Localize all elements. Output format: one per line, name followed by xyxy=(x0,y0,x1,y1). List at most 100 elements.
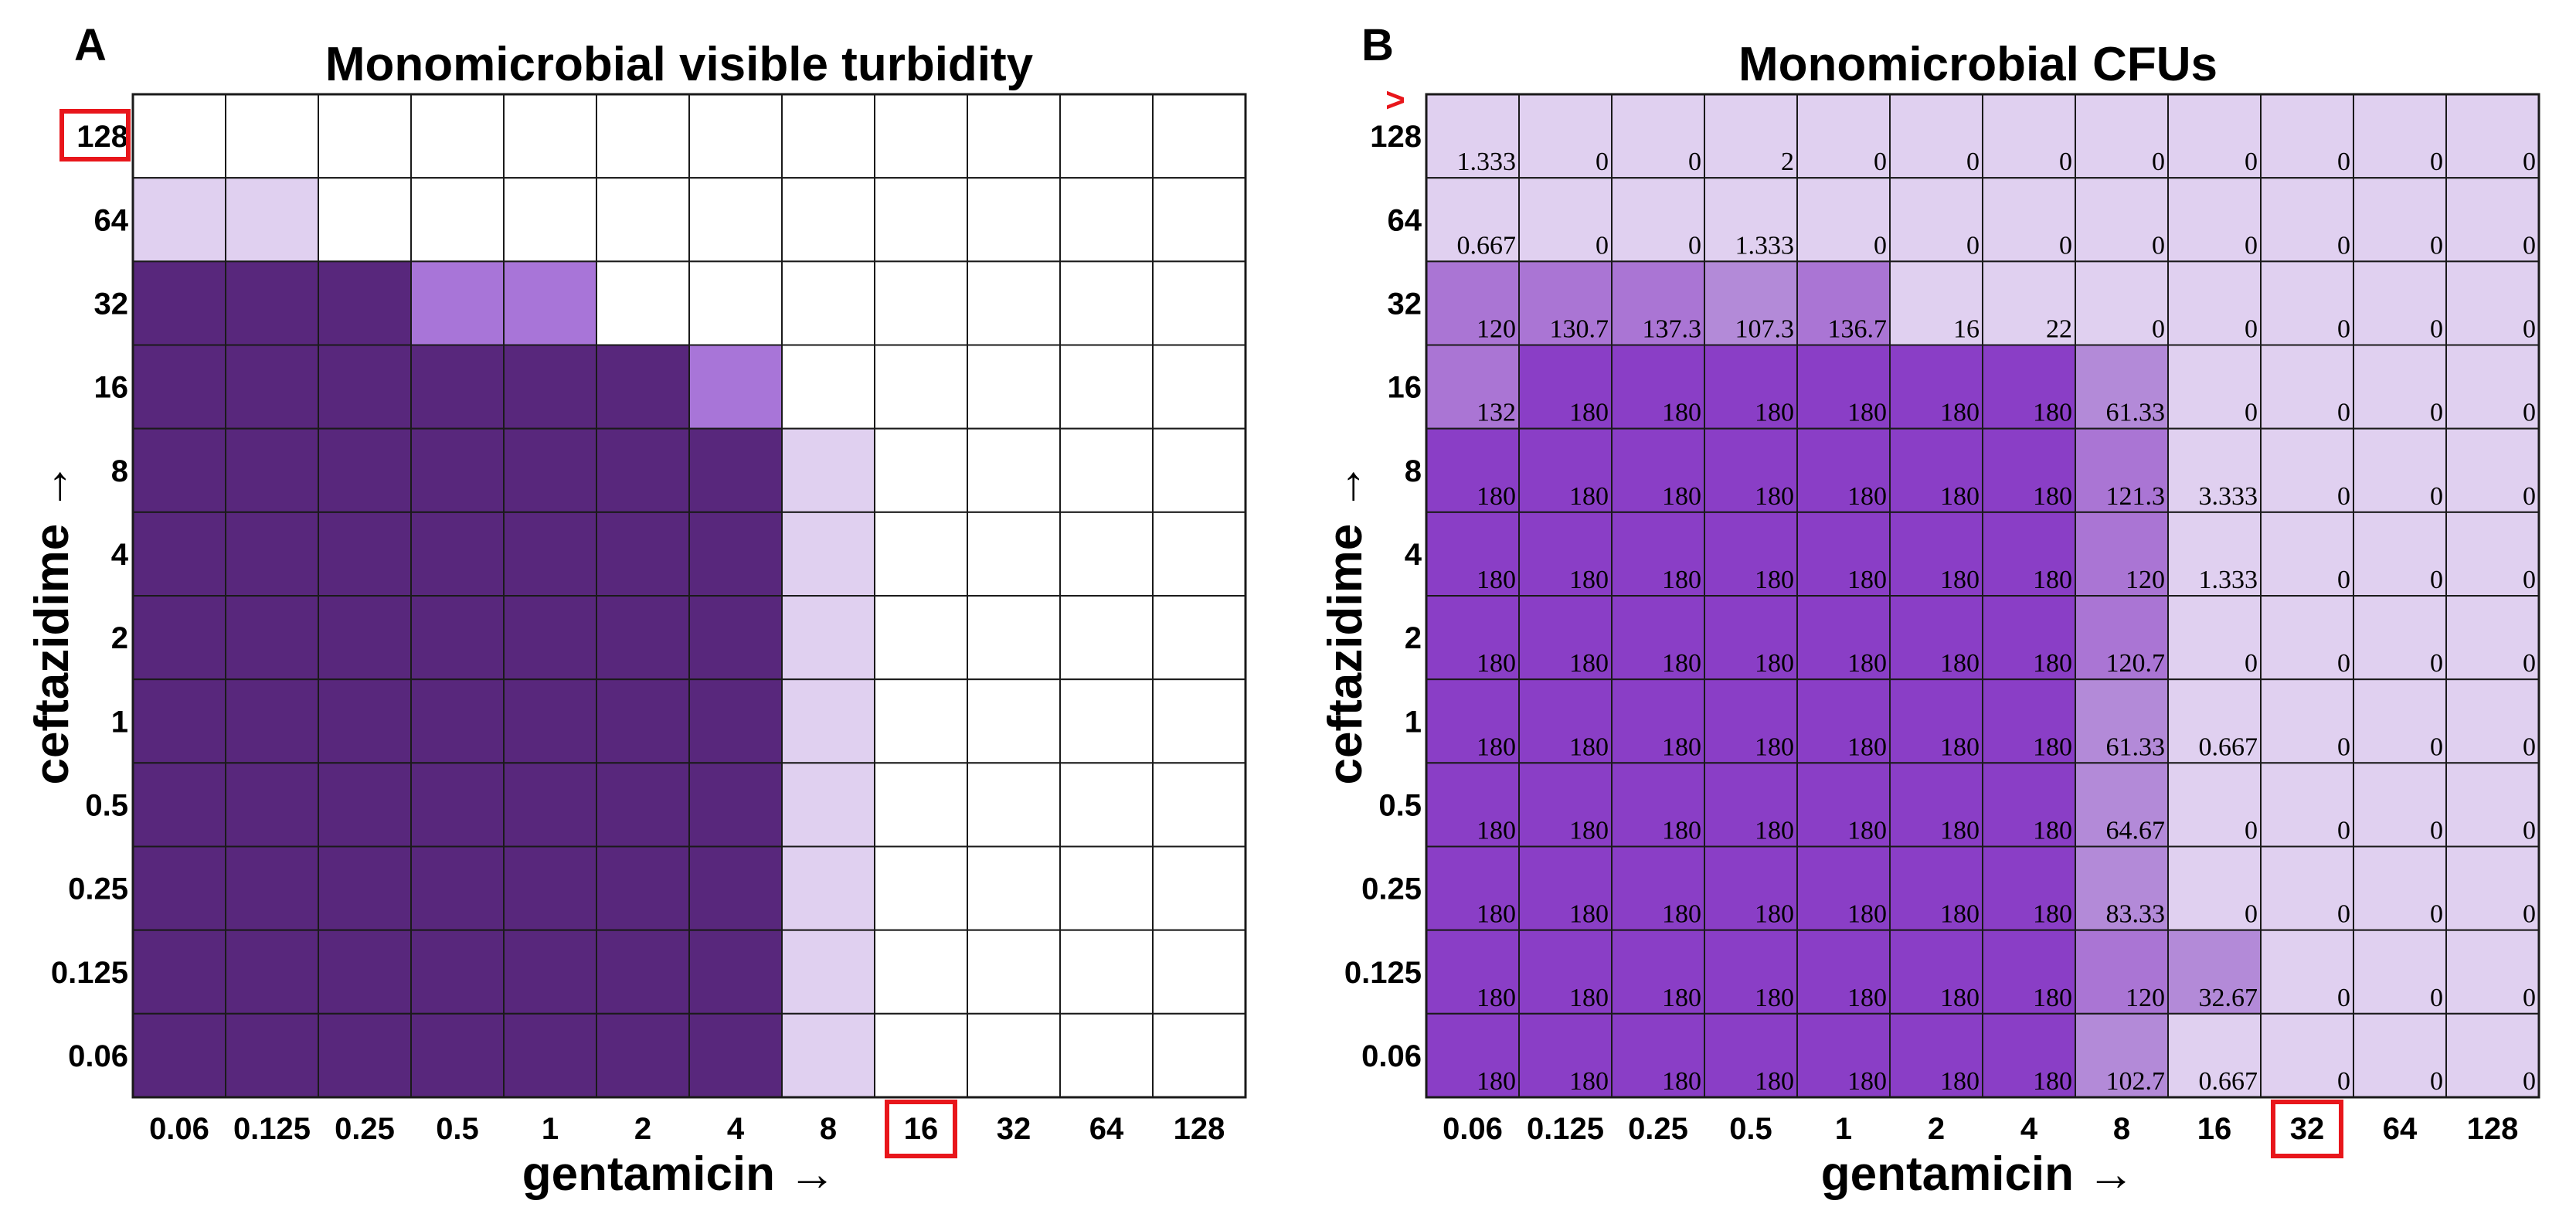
turbidity-cell xyxy=(781,177,875,263)
cfu-value: 180 xyxy=(2033,566,2072,594)
turbidity-cell xyxy=(596,595,690,681)
x-highlight-box xyxy=(885,1100,957,1158)
cfu-cell xyxy=(2260,1012,2354,1099)
x-tick-label: 0.06 xyxy=(1443,1112,1503,1146)
y-tick-label: 2 xyxy=(111,621,128,655)
cfu-value: 0 xyxy=(2245,649,2258,678)
cfu-value: 180 xyxy=(1755,733,1794,761)
cfu-value: 0.667 xyxy=(1457,231,1517,260)
cfu-cell xyxy=(1889,344,1983,430)
cfu-value: 180 xyxy=(1940,733,1980,761)
cfu-cell xyxy=(1518,845,1613,931)
turbidity-cell xyxy=(318,595,412,681)
turbidity-cell xyxy=(503,678,597,764)
y-tick-label: 64 xyxy=(94,203,129,237)
y-tick-label: 128 xyxy=(76,120,128,154)
cfu-value: 0 xyxy=(2337,566,2350,594)
turbidity-cell xyxy=(318,427,412,513)
cfu-value: 0 xyxy=(2523,649,2536,678)
y-tick-label: 32 xyxy=(94,287,129,321)
cfu-cell xyxy=(1889,595,1983,681)
turbidity-cell xyxy=(503,344,597,430)
y-tick-label: 0.5 xyxy=(1378,788,1422,822)
cfu-value: 180 xyxy=(2033,900,2072,929)
cfu-cell xyxy=(1889,678,1983,764)
cfu-value: 0 xyxy=(2152,148,2165,176)
cfu-cell xyxy=(1611,929,1705,1015)
cfu-cell xyxy=(1426,511,1520,597)
cfu-cell xyxy=(1611,427,1705,513)
cfu-cell xyxy=(1889,427,1983,513)
cfu-value: 180 xyxy=(1662,733,1701,761)
cfu-value: 1.333 xyxy=(1735,231,1795,260)
cfu-value: 137.3 xyxy=(1643,315,1702,344)
turbidity-cell xyxy=(1152,1012,1246,1099)
turbidity-cell xyxy=(410,929,505,1015)
cfu-cell xyxy=(2167,595,2262,681)
turbidity-cell xyxy=(1059,929,1154,1015)
turbidity-cell xyxy=(967,845,1061,931)
turbidity-cell xyxy=(781,929,875,1015)
cfu-value: 0 xyxy=(2337,984,2350,1012)
y-tick-label: 0.25 xyxy=(68,872,128,906)
turbidity-cell xyxy=(132,94,226,179)
cfu-value: 0 xyxy=(2523,566,2536,594)
y-tick-label: 1 xyxy=(1405,705,1422,739)
cfu-value: 83.33 xyxy=(2106,900,2166,929)
turbidity-cell xyxy=(688,762,783,848)
cfu-cell xyxy=(2353,762,2447,848)
cfu-cell xyxy=(2445,94,2540,179)
panel-b-greater-than-mark: > xyxy=(1385,81,1405,119)
cfu-value: 180 xyxy=(1569,984,1609,1012)
turbidity-cell xyxy=(1059,427,1154,513)
turbidity-cell xyxy=(225,260,319,346)
cfu-value: 0 xyxy=(2430,900,2443,929)
cfu-value: 0 xyxy=(2059,148,2072,176)
cfu-value: 120 xyxy=(2126,984,2165,1012)
cfu-cell xyxy=(1982,762,2076,848)
cfu-value: 180 xyxy=(1477,984,1516,1012)
cfu-value: 180 xyxy=(1755,649,1794,678)
turbidity-cell xyxy=(410,595,505,681)
turbidity-cell xyxy=(225,595,319,681)
cfu-cell xyxy=(1982,1012,2076,1099)
turbidity-cell xyxy=(318,845,412,931)
turbidity-cell xyxy=(596,427,690,513)
turbidity-cell xyxy=(225,344,319,430)
x-tick-label: 8 xyxy=(820,1112,837,1146)
cfu-cell xyxy=(1796,94,1891,179)
cfu-value: 1.333 xyxy=(1457,148,1517,176)
cfu-value: 121.3 xyxy=(2106,482,2166,511)
cfu-value: 0 xyxy=(2430,148,2443,176)
x-tick-label: 0.25 xyxy=(335,1112,395,1146)
cfu-cell xyxy=(1426,1012,1520,1099)
turbidity-cell xyxy=(1152,427,1246,513)
cfu-cell xyxy=(2167,260,2262,346)
cfu-cell xyxy=(1611,678,1705,764)
cfu-value: 0 xyxy=(1688,148,1701,176)
cfu-value: 180 xyxy=(1940,984,1980,1012)
cfu-value: 32.67 xyxy=(2199,984,2258,1012)
turbidity-cell xyxy=(1152,929,1246,1015)
cfu-cell xyxy=(1889,1012,1983,1099)
cfu-cell xyxy=(1889,762,1983,848)
cfu-value: 180 xyxy=(1847,900,1887,929)
cfu-value: 180 xyxy=(1940,482,1980,511)
cfu-cell xyxy=(1796,511,1891,597)
x-highlight-box xyxy=(2271,1100,2343,1158)
turbidity-cell xyxy=(503,1012,597,1099)
cfu-cell xyxy=(1518,595,1613,681)
panel-b-border xyxy=(1425,93,2540,1099)
turbidity-cell xyxy=(1059,511,1154,597)
cfu-value: 180 xyxy=(1477,1067,1516,1096)
turbidity-cell xyxy=(132,762,226,848)
cfu-cell xyxy=(2260,845,2354,931)
cfu-value: 180 xyxy=(1847,399,1887,427)
cfu-cell xyxy=(2075,1012,2169,1099)
turbidity-cell xyxy=(688,1012,783,1099)
y-tick-label: 8 xyxy=(1405,454,1422,488)
turbidity-cell xyxy=(1152,678,1246,764)
cfu-value: 180 xyxy=(1940,649,1980,678)
turbidity-cell xyxy=(1152,177,1246,263)
x-tick-label: 4 xyxy=(2020,1112,2038,1146)
